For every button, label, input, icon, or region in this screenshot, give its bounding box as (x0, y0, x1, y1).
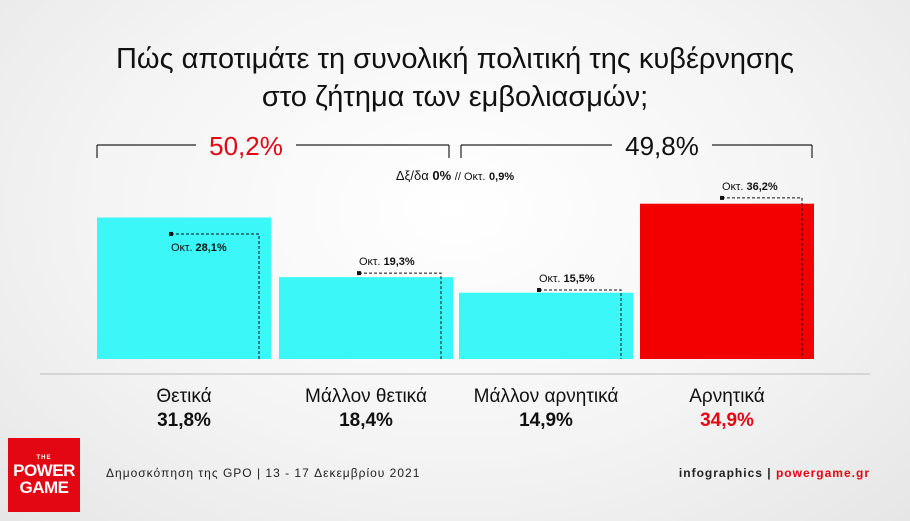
value-label: 34,9% (700, 410, 754, 431)
footer-credit-prefix: infographics | (678, 466, 772, 480)
prev-label-negative: Οκτ. 36,2% (722, 181, 778, 193)
category-name: Θετικά (156, 386, 212, 407)
prev-label-somewhat-positive: Οκτ. 19,3% (359, 256, 415, 268)
logo-the: THE (36, 455, 52, 461)
negative-total-label: 49,8% (625, 131, 699, 161)
bar-somewhat-positive (279, 277, 453, 359)
dont-know-label: Δξ/δα (396, 168, 429, 183)
bar-negative (640, 203, 814, 359)
prev-marker-somewhat-negative: Οκτ. 15,5% (537, 273, 622, 359)
positive-total-label: 50,2% (209, 131, 283, 161)
value-label: 31,8% (157, 410, 211, 431)
category-name: Μάλλον αρνητικά (473, 386, 619, 407)
footer-source: Δημοσκόπηση της GPO | 13 - 17 Δεκεμβρίου… (106, 466, 421, 480)
value-label: 14,9% (519, 410, 573, 431)
bars-group (97, 203, 814, 359)
value-label: 18,4% (339, 410, 393, 431)
logo-word-1: POWER (13, 461, 75, 480)
category-somewhat-positive: Μάλλον θετικά 18,4% (281, 385, 451, 433)
title-line-1: Πώς αποτιμάτε τη συνολική πολιτική της κ… (115, 43, 795, 75)
footer-credit: infographics | powergame.gr (679, 466, 870, 480)
bar-somewhat-negative (459, 292, 633, 359)
category-somewhat-negative: Μάλλον αρνητικά 14,9% (461, 385, 631, 433)
prev-marker-negative: Οκτ. 36,2% (720, 181, 803, 359)
title-line-2: στο ζήτημα των εμβολιασμών; (261, 81, 649, 113)
logo-word-2: GAME (19, 478, 70, 497)
dont-know-value: 0% (432, 168, 451, 183)
footer-credit-site: powergame.gr (775, 466, 870, 480)
prev-marker-somewhat-positive: Οκτ. 19,3% (357, 256, 442, 359)
power-game-logo: THE POWER GAME (8, 438, 80, 512)
dont-know-note: Δξ/δα 0% // Οκτ. 0,9% (396, 168, 514, 183)
dont-know-prev-value: 0,9% (489, 171, 514, 183)
category-negative: Αρνητικά 34,9% (642, 385, 812, 433)
prev-label-positive: Οκτ. 28,1% (171, 242, 227, 254)
chart-title: Πώς αποτιμάτε τη συνολική πολιτική της κ… (0, 40, 910, 116)
dont-know-prev-label: // Οκτ. (455, 171, 486, 183)
bar-positive (97, 217, 271, 359)
prev-label-somewhat-negative: Οκτ. 15,5% (539, 273, 595, 285)
category-name: Αρνητικά (689, 386, 765, 407)
category-name: Μάλλον θετικά (305, 386, 427, 407)
category-positive: Θετικά 31,8% (99, 385, 269, 433)
prev-marker-positive: Οκτ. 28,1% (169, 231, 260, 359)
group-brackets (96, 144, 813, 158)
previous-wave-markers: Οκτ. 28,1% Οκτ. 19,3% Οκτ. 15,5% Οκτ. 36,2% (169, 181, 803, 359)
